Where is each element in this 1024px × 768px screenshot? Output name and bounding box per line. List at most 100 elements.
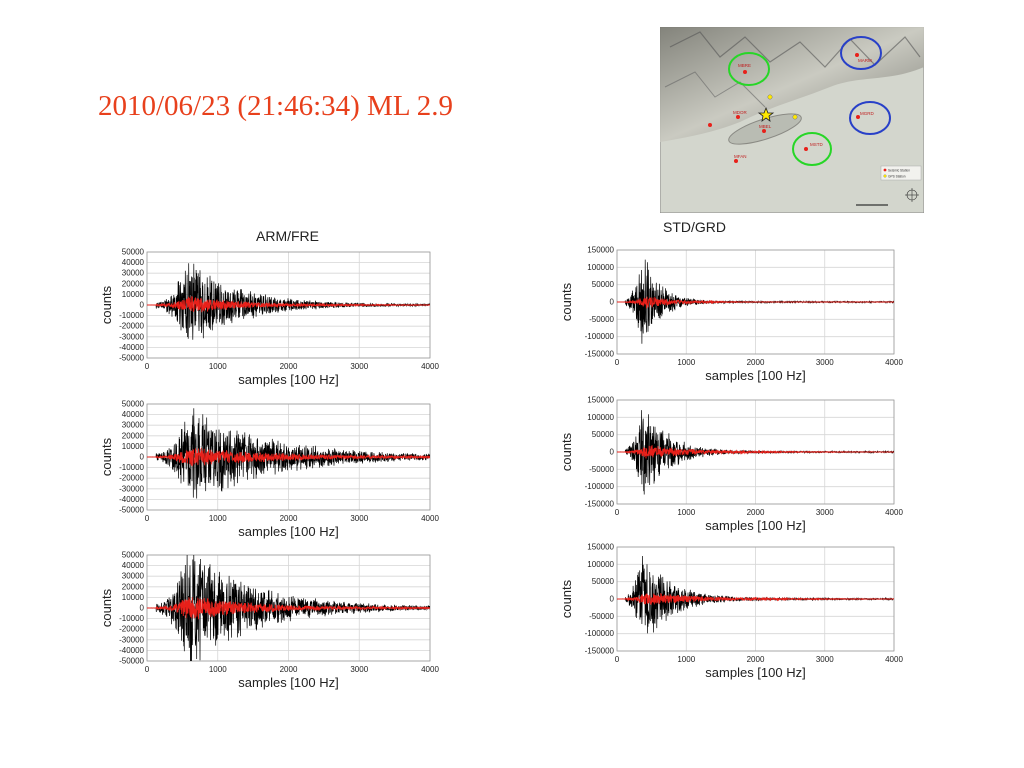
y-tick-label: -20000 xyxy=(119,625,144,634)
x-tick-label: 2000 xyxy=(747,508,765,517)
y-tick-label: 0 xyxy=(610,298,615,307)
trace-red-series xyxy=(147,597,430,620)
y-tick-label: -50000 xyxy=(589,315,614,324)
station-marker-icon xyxy=(804,147,808,151)
y-tick-label: -50000 xyxy=(589,465,614,474)
x-tick-label: 3000 xyxy=(350,362,368,371)
station-marker-icon xyxy=(708,123,712,127)
y-tick-label: 150000 xyxy=(587,543,614,552)
y-tick-label: 50000 xyxy=(122,551,145,560)
map-legend xyxy=(880,165,922,181)
x-axis-label: samples [100 Hz] xyxy=(705,665,805,680)
legend-gps-icon xyxy=(883,174,887,178)
station-marker-icon xyxy=(734,159,738,163)
x-axis-label: samples [100 Hz] xyxy=(238,524,338,539)
blue-circle-grd xyxy=(849,101,891,135)
station-marker-icon xyxy=(856,115,860,119)
y-tick-label: 20000 xyxy=(122,431,145,440)
x-tick-label: 2000 xyxy=(280,514,298,523)
x-tick-label: 2000 xyxy=(747,655,765,664)
x-tick-label: 0 xyxy=(145,514,150,523)
y-axis-label: counts xyxy=(559,282,574,321)
station-map: MBRE MARM MSTD MFAN MDOR MBEL MGRD Seism… xyxy=(660,27,924,213)
map-label: MDOR xyxy=(733,110,747,115)
y-tick-label: -10000 xyxy=(119,614,144,623)
trace-red-series xyxy=(617,445,894,459)
green-circle-arm xyxy=(728,52,770,86)
y-tick-label: -40000 xyxy=(119,343,144,352)
x-tick-label: 2000 xyxy=(280,362,298,371)
station-marker-icon xyxy=(855,53,859,57)
y-tick-label: 0 xyxy=(140,604,145,613)
y-tick-label: 20000 xyxy=(122,582,145,591)
y-tick-label: -10000 xyxy=(119,463,144,472)
y-axis-label: counts xyxy=(99,285,114,324)
x-tick-label: 1000 xyxy=(677,655,695,664)
station-marker-icon xyxy=(743,70,747,74)
left-column-title: ARM/FRE xyxy=(256,228,319,244)
y-tick-label: -10000 xyxy=(119,311,144,320)
y-tick-label: -150000 xyxy=(585,647,615,656)
station-marker-icon xyxy=(762,129,766,133)
map-label: MARM xyxy=(858,58,872,63)
y-tick-label: 10000 xyxy=(122,442,145,451)
legend-text: Seismic Station xyxy=(888,169,910,173)
trace-red-series xyxy=(617,593,894,605)
x-tick-label: 0 xyxy=(615,358,620,367)
y-tick-label: 50000 xyxy=(122,400,145,409)
gps-marker-icon xyxy=(792,114,798,120)
y-tick-label: 40000 xyxy=(122,258,145,267)
y-tick-label: -40000 xyxy=(119,495,144,504)
y-axis-label: counts xyxy=(559,579,574,618)
legend-station-icon xyxy=(883,168,887,172)
trace-black-series xyxy=(147,263,430,340)
y-tick-label: -20000 xyxy=(119,474,144,483)
right-column-title: STD/GRD xyxy=(663,219,726,235)
blue-circle-fre xyxy=(840,36,882,70)
y-tick-label: -50000 xyxy=(119,657,144,666)
y-tick-label: -30000 xyxy=(119,332,144,341)
y-tick-label: 30000 xyxy=(122,269,145,278)
y-tick-label: 150000 xyxy=(587,396,614,405)
y-tick-label: -50000 xyxy=(119,506,144,515)
x-axis-label: samples [100 Hz] xyxy=(238,675,338,690)
y-axis-label: counts xyxy=(99,437,114,476)
gps-marker-icon xyxy=(767,94,773,100)
x-tick-label: 0 xyxy=(145,362,150,371)
y-tick-label: -30000 xyxy=(119,484,144,493)
y-tick-label: 50000 xyxy=(592,577,615,586)
y-tick-label: 30000 xyxy=(122,421,145,430)
y-tick-label: 10000 xyxy=(122,290,145,299)
y-tick-label: 150000 xyxy=(587,246,614,255)
y-tick-label: 40000 xyxy=(122,561,145,570)
x-tick-label: 4000 xyxy=(421,362,439,371)
x-tick-label: 1000 xyxy=(209,665,227,674)
y-tick-label: 0 xyxy=(140,453,145,462)
seismogram-arm-2: 50000400003000020000100000-10000-20000-3… xyxy=(99,400,439,540)
trace-red-series xyxy=(617,296,894,309)
y-tick-label: -30000 xyxy=(119,635,144,644)
x-tick-label: 1000 xyxy=(677,358,695,367)
legend-text: GPS Station xyxy=(888,175,906,179)
x-axis-label: samples [100 Hz] xyxy=(238,372,338,387)
y-tick-label: 30000 xyxy=(122,572,145,581)
x-tick-label: 3000 xyxy=(816,508,834,517)
x-tick-label: 4000 xyxy=(885,655,903,664)
y-tick-label: 10000 xyxy=(122,593,145,602)
green-circle-std xyxy=(792,132,832,166)
x-tick-label: 0 xyxy=(145,665,150,674)
x-tick-label: 3000 xyxy=(816,358,834,367)
y-tick-label: 50000 xyxy=(592,430,615,439)
y-tick-label: 100000 xyxy=(587,263,614,272)
y-tick-label: -150000 xyxy=(585,350,615,359)
epicenter-star-icon xyxy=(757,106,775,122)
y-tick-label: -50000 xyxy=(119,354,144,363)
y-tick-label: 20000 xyxy=(122,279,145,288)
x-tick-label: 2000 xyxy=(280,665,298,674)
seismogram-arm-3: 50000400003000020000100000-10000-20000-3… xyxy=(99,551,439,691)
map-label: MSTD xyxy=(810,142,823,147)
map-label: MFAN xyxy=(734,154,747,159)
